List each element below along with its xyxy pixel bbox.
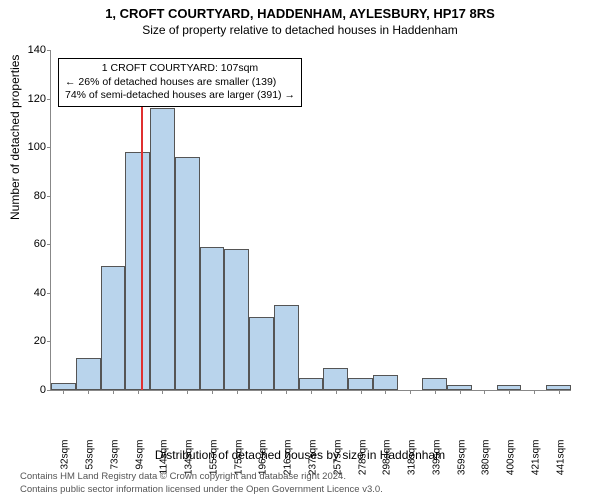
x-tick-mark [113, 390, 114, 394]
histogram-bar [101, 266, 126, 390]
x-tick-mark [162, 390, 163, 394]
y-tick-label: 100 [16, 141, 46, 153]
x-tick-mark [509, 390, 510, 394]
y-tick-mark [47, 196, 51, 197]
y-tick-label: 120 [16, 93, 46, 105]
annotation-line: ← 26% of detached houses are smaller (13… [65, 76, 295, 90]
x-tick-mark [385, 390, 386, 394]
x-tick-mark [138, 390, 139, 394]
copyright-text: Contains HM Land Registry data © Crown c… [20, 471, 383, 496]
histogram-bar [323, 368, 348, 390]
histogram-bar [51, 383, 76, 390]
histogram-bar [348, 378, 373, 390]
x-tick-mark [361, 390, 362, 394]
x-tick-label: 441sqm [555, 440, 566, 490]
histogram-bar [373, 375, 398, 390]
x-tick-mark [410, 390, 411, 394]
histogram-bar [200, 247, 225, 390]
y-tick-label: 140 [16, 44, 46, 56]
x-axis-label: Distribution of detached houses by size … [0, 448, 600, 462]
x-tick-mark [237, 390, 238, 394]
x-tick-mark [286, 390, 287, 394]
x-tick-mark [435, 390, 436, 394]
x-tick-label: 380sqm [481, 440, 492, 490]
y-tick-label: 40 [16, 287, 46, 299]
y-tick-label: 60 [16, 238, 46, 250]
histogram-bar [274, 305, 299, 390]
x-tick-mark [336, 390, 337, 394]
x-tick-mark [261, 390, 262, 394]
y-tick-label: 80 [16, 190, 46, 202]
y-tick-label: 0 [16, 384, 46, 396]
x-tick-mark [212, 390, 213, 394]
histogram-bar [175, 157, 200, 390]
histogram-bar [249, 317, 274, 390]
histogram-bar [422, 378, 447, 390]
histogram-bar [497, 385, 522, 390]
x-tick-mark [559, 390, 560, 394]
histogram-bar [125, 152, 150, 390]
y-tick-mark [47, 390, 51, 391]
chart-title: 1, CROFT COURTYARD, HADDENHAM, AYLESBURY… [0, 0, 600, 21]
y-tick-mark [47, 99, 51, 100]
x-tick-label: 318sqm [407, 440, 418, 490]
annotation-line: 1 CROFT COURTYARD: 107sqm [65, 62, 295, 76]
y-tick-mark [47, 341, 51, 342]
histogram-bar [76, 358, 101, 390]
histogram-bar [299, 378, 324, 390]
copyright-line-2: Contains public sector information licen… [20, 484, 383, 496]
y-tick-mark [47, 244, 51, 245]
y-tick-label: 20 [16, 335, 46, 347]
histogram-bar [546, 385, 571, 390]
x-tick-mark [534, 390, 535, 394]
x-tick-mark [88, 390, 89, 394]
annotation-line: 74% of semi-detached houses are larger (… [65, 89, 295, 103]
x-tick-label: 359sqm [456, 440, 467, 490]
chart-subtitle: Size of property relative to detached ho… [0, 21, 600, 37]
y-tick-mark [47, 147, 51, 148]
x-tick-mark [460, 390, 461, 394]
y-tick-mark [47, 293, 51, 294]
copyright-line-1: Contains HM Land Registry data © Crown c… [20, 471, 383, 483]
histogram-bar [447, 385, 472, 390]
x-tick-mark [63, 390, 64, 394]
x-tick-mark [311, 390, 312, 394]
y-tick-mark [47, 50, 51, 51]
histogram-bar [224, 249, 249, 390]
x-tick-label: 421sqm [530, 440, 541, 490]
x-tick-label: 400sqm [506, 440, 517, 490]
x-tick-mark [484, 390, 485, 394]
x-tick-label: 339sqm [431, 440, 442, 490]
histogram-bar [150, 108, 175, 390]
annotation-box: 1 CROFT COURTYARD: 107sqm← 26% of detach… [58, 58, 302, 107]
x-tick-mark [187, 390, 188, 394]
marker-line [141, 94, 143, 390]
x-tick-label: 298sqm [382, 440, 393, 490]
